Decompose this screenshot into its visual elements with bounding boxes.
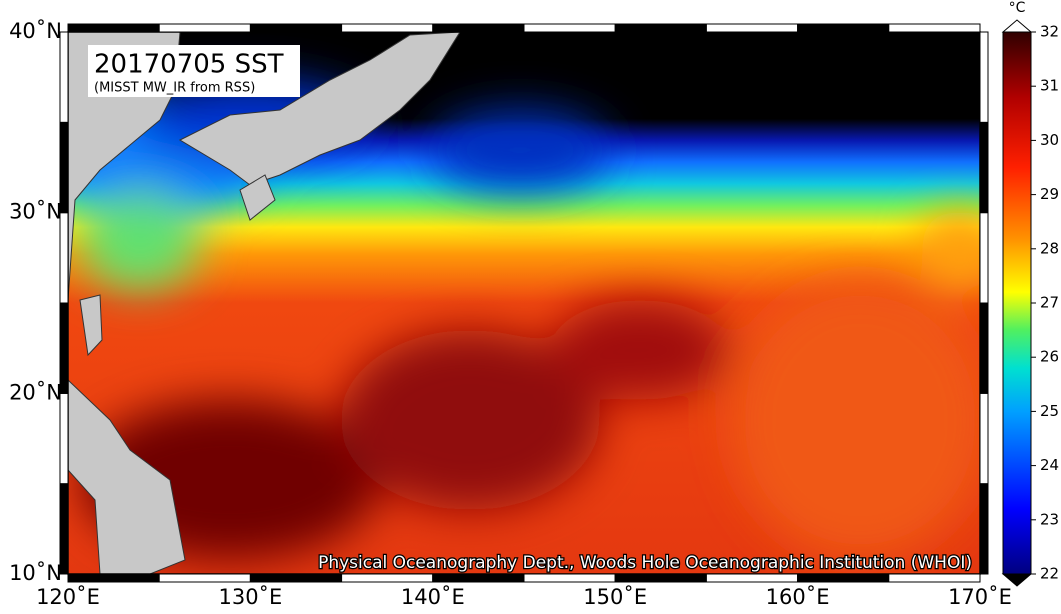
frame-bar bbox=[249, 573, 343, 583]
colorbar-tick-label: 28 bbox=[1040, 239, 1059, 257]
frame-bar bbox=[59, 212, 69, 304]
map-subtitle: (MISST MW_IR from RSS) bbox=[94, 81, 255, 96]
colorbar-tick-label: 23 bbox=[1040, 510, 1059, 528]
y-tick-label: 10˚N bbox=[9, 561, 62, 585]
frame-bar bbox=[523, 23, 616, 33]
x-tick-label: 150˚E bbox=[583, 585, 647, 609]
colorbar-tick-label: 25 bbox=[1040, 402, 1059, 420]
y-tick-label: 40˚N bbox=[9, 19, 62, 43]
frame-bar bbox=[979, 121, 989, 214]
frame-bar bbox=[523, 573, 616, 583]
frame-bar bbox=[158, 23, 251, 33]
colorbar-max-arrow bbox=[1001, 19, 1033, 33]
map-title: 20170705 SST bbox=[94, 50, 284, 80]
colorbar-tick-label: 24 bbox=[1040, 456, 1059, 474]
colorbar bbox=[1002, 31, 1032, 575]
title-box bbox=[88, 45, 300, 97]
frame-bar bbox=[67, 573, 160, 583]
colorbar-tick-label: 29 bbox=[1040, 185, 1059, 203]
colorbar-unit: °C bbox=[1009, 0, 1026, 16]
x-tick-label: 160˚E bbox=[766, 585, 830, 609]
frame-bar bbox=[888, 573, 981, 583]
colorbar-tick-label: 30 bbox=[1040, 131, 1059, 149]
sst-field bbox=[68, 32, 980, 574]
frame-bar bbox=[979, 212, 989, 304]
colorbar-tick-label: 32 bbox=[1040, 23, 1059, 41]
frame-bar bbox=[614, 23, 707, 33]
y-tick-label: 20˚N bbox=[9, 380, 62, 404]
frame-bar bbox=[705, 23, 799, 33]
x-tick-label: 170˚E bbox=[948, 585, 1012, 609]
frame-bar bbox=[67, 23, 160, 33]
credit: Physical Oceanography Dept., Woods Hole … bbox=[318, 553, 972, 573]
colorbar-tick-label: 26 bbox=[1040, 348, 1059, 366]
colorbar-tick-label: 27 bbox=[1040, 294, 1059, 312]
frame-bar bbox=[797, 573, 890, 583]
frame-bar bbox=[249, 23, 343, 33]
colorbar-tick-label: 22 bbox=[1040, 565, 1059, 583]
frame-bar bbox=[979, 302, 989, 394]
frame-bar bbox=[341, 573, 434, 583]
x-tick-label: 140˚E bbox=[401, 585, 465, 609]
frame-bar bbox=[158, 573, 251, 583]
frame-bar bbox=[797, 23, 890, 33]
colorbar-tick-label: 31 bbox=[1040, 77, 1059, 95]
colorbar-min-arrow bbox=[1001, 573, 1033, 587]
land bbox=[68, 32, 461, 574]
frame-bar bbox=[341, 23, 434, 33]
frame-bar bbox=[888, 23, 981, 33]
frame-bar bbox=[432, 573, 525, 583]
y-tick-label: 30˚N bbox=[9, 200, 62, 224]
frame-bar bbox=[59, 392, 69, 485]
frame-bar bbox=[59, 31, 69, 123]
frame-bar bbox=[614, 573, 707, 583]
frame-bar bbox=[432, 23, 525, 33]
frame-bar bbox=[979, 483, 989, 575]
frame-bar bbox=[979, 392, 989, 485]
frame-bar bbox=[705, 573, 799, 583]
x-tick-label: 120˚E bbox=[36, 585, 100, 609]
x-tick-label: 130˚E bbox=[218, 585, 282, 609]
frame-bar bbox=[979, 31, 989, 123]
